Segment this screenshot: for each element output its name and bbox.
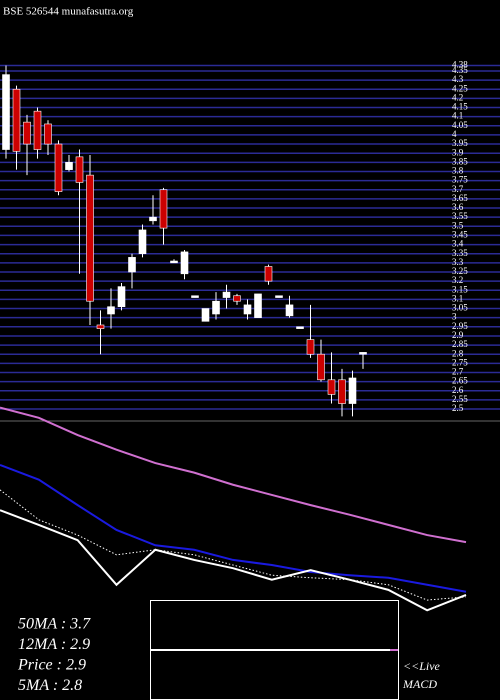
y-tick-label: 3.95	[452, 138, 468, 148]
y-tick-label: 3.6	[452, 202, 464, 212]
y-tick-label: 3.35	[452, 248, 468, 258]
candle-body	[191, 295, 199, 298]
y-tick-label: 4	[452, 129, 457, 139]
y-tick-label: 4.2	[452, 92, 463, 102]
y-tick-label: 3.65	[452, 193, 468, 203]
ma-line	[0, 489, 467, 601]
y-tick-label: 3.85	[452, 156, 468, 166]
y-tick-label: 2.75	[452, 357, 468, 367]
y-tick-label: 3.2	[452, 275, 463, 285]
candle-body	[264, 266, 273, 282]
y-tick-label: 4.15	[452, 102, 468, 112]
y-tick-label: 3.55	[452, 211, 468, 221]
candle-body	[159, 189, 168, 229]
y-tick-label: 2.7	[452, 367, 464, 377]
candle-body	[170, 260, 178, 264]
candle-body	[149, 216, 157, 222]
chart-title: BSE 526544 munafasutra.org	[3, 6, 134, 18]
y-tick-label: 2.55	[452, 394, 468, 404]
candle-body	[348, 377, 357, 404]
ma-line	[0, 464, 467, 593]
y-tick-label: 3.15	[452, 284, 468, 294]
y-tick-label: 3.3	[452, 257, 464, 267]
candle-body	[96, 324, 105, 329]
ma-line	[0, 406, 467, 544]
candle-body	[107, 306, 115, 315]
y-tick-label: 2.5	[452, 403, 464, 413]
candle-body	[180, 251, 189, 275]
candle-body	[2, 74, 10, 150]
y-tick-label: 2.6	[452, 385, 464, 395]
candle-body	[317, 353, 325, 381]
ma-label: 12MA : 2.9	[18, 636, 90, 653]
candle-body	[306, 339, 315, 355]
y-tick-label: 3.5	[452, 220, 464, 230]
candle-body	[338, 379, 346, 404]
y-tick-label: 2.65	[452, 376, 468, 386]
candle-body	[327, 379, 336, 395]
candle-body	[65, 162, 73, 170]
candle-body	[75, 156, 84, 183]
y-tick-label: 3.1	[452, 293, 463, 303]
macd-label: <<Live	[403, 659, 441, 673]
y-tick-label: 3.7	[452, 184, 464, 194]
y-tick-label: 4.25	[452, 83, 468, 93]
y-tick-label: 3.8	[452, 166, 464, 176]
ma-line	[0, 509, 467, 612]
candle-body	[201, 308, 210, 322]
y-tick-label: 3.05	[452, 303, 468, 313]
ma-label: Price : 2.9	[17, 657, 86, 674]
candle-body	[23, 121, 31, 145]
candle-body	[138, 229, 147, 255]
y-tick-label: 4.05	[452, 120, 468, 130]
macd-label: MACD	[402, 677, 437, 691]
y-tick-label: 2.9	[452, 330, 464, 340]
y-tick-label: 2.8	[452, 348, 464, 358]
y-tick-label: 4.3	[452, 74, 464, 84]
candle-body	[44, 123, 52, 145]
candle-body	[359, 352, 367, 355]
ma-label: 50MA : 3.7	[18, 616, 91, 633]
y-tick-label: 3.9	[452, 147, 464, 157]
y-tick-label: 3.45	[452, 229, 468, 239]
y-tick-label: 3	[452, 312, 457, 322]
candle-body	[128, 257, 136, 273]
y-tick-label: 2.95	[452, 321, 468, 331]
candle-body	[54, 143, 63, 192]
candle-body	[243, 304, 252, 315]
y-tick-label: 2.85	[452, 339, 468, 349]
y-tick-label: 3.75	[452, 175, 468, 185]
candle-body	[233, 295, 241, 302]
y-tick-label: 3.25	[452, 266, 468, 276]
candle-body	[275, 295, 283, 298]
candle-body	[222, 291, 231, 298]
candle-body	[212, 300, 220, 315]
y-tick-label: 4.1	[452, 111, 463, 121]
candle-body	[12, 88, 21, 152]
y-tick-label: 3.4	[452, 239, 464, 249]
ma-label: 5MA : 2.8	[18, 677, 82, 694]
y-tick-label: 4.35	[452, 65, 468, 75]
y-tick-label: 4.38	[452, 60, 468, 70]
candle-body	[285, 304, 294, 317]
candle-body	[117, 286, 126, 308]
candle-body	[254, 293, 262, 318]
candle-body	[86, 174, 94, 302]
candle-body	[33, 110, 42, 150]
candle-body	[296, 326, 304, 329]
